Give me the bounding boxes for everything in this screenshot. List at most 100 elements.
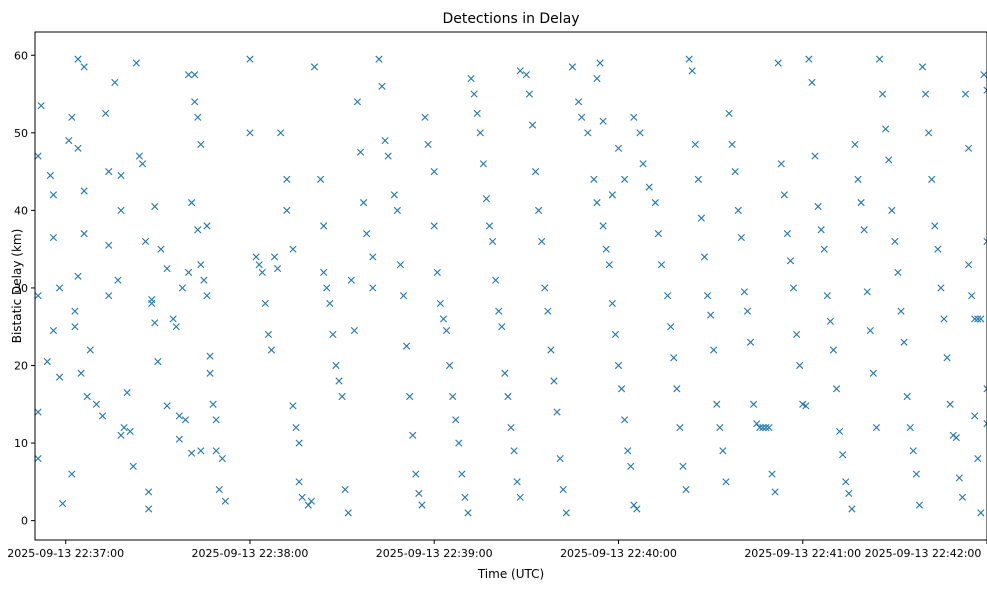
data-point — [412, 470, 420, 478]
data-point — [184, 71, 193, 79]
data-point — [274, 264, 282, 273]
data-point — [946, 400, 954, 408]
data-point — [593, 74, 601, 83]
data-point — [866, 327, 874, 335]
data-point — [114, 276, 122, 284]
data-point — [627, 462, 635, 470]
data-point — [872, 423, 881, 432]
data-point — [925, 129, 933, 137]
data-point — [129, 462, 137, 470]
data-point — [495, 307, 503, 315]
data-point — [181, 416, 190, 424]
data-point — [191, 71, 199, 79]
data-point — [891, 237, 899, 245]
data-point — [34, 454, 42, 463]
data-point — [80, 187, 88, 195]
data-point — [682, 485, 690, 494]
data-point — [317, 175, 325, 183]
data-point — [759, 423, 767, 432]
data-point — [98, 412, 107, 420]
data-point — [369, 284, 377, 292]
data-point — [780, 191, 788, 199]
x-tick-label: 2025-09-13 22:39:00 — [376, 547, 493, 560]
data-point — [154, 358, 162, 366]
data-point — [756, 423, 764, 432]
data-point — [501, 369, 509, 377]
data-point — [283, 206, 291, 214]
data-point — [544, 307, 552, 315]
data-point — [921, 90, 930, 98]
data-point — [175, 435, 183, 443]
data-point — [900, 338, 908, 346]
data-point — [145, 488, 153, 496]
data-point — [338, 392, 346, 401]
data-point — [740, 288, 748, 296]
data-point — [375, 55, 383, 63]
data-point — [203, 222, 211, 230]
data-point — [596, 59, 604, 67]
data-point — [845, 489, 853, 498]
data-point — [310, 63, 319, 71]
data-point — [289, 245, 297, 253]
data-point — [34, 292, 42, 300]
data-point — [746, 338, 755, 346]
plot-frame — [34, 31, 987, 541]
data-point — [977, 509, 985, 517]
data-point — [538, 237, 546, 245]
data-point — [774, 59, 782, 67]
data-point — [74, 272, 82, 280]
data-point — [961, 90, 970, 98]
data-point — [68, 470, 76, 478]
data-point — [630, 501, 638, 509]
data-point — [71, 307, 79, 315]
data-point — [55, 284, 64, 292]
data-point — [694, 175, 702, 183]
data-point — [261, 299, 269, 308]
data-point — [390, 191, 398, 199]
data-point — [295, 439, 303, 447]
data-point — [86, 346, 94, 354]
data-point — [80, 63, 88, 71]
data-point — [614, 361, 623, 370]
data-point — [639, 160, 647, 168]
data-point — [974, 315, 982, 323]
data-point — [934, 245, 942, 253]
data-point — [267, 346, 276, 354]
data-point — [611, 330, 620, 339]
data-point — [409, 431, 417, 439]
data-point — [854, 175, 862, 183]
data-point — [568, 63, 577, 71]
data-point — [857, 199, 865, 207]
data-point — [906, 423, 914, 432]
data-point — [516, 493, 524, 501]
data-point — [633, 505, 641, 513]
y-tick-label: 50 — [14, 127, 28, 140]
data-point — [46, 171, 54, 180]
data-point — [151, 319, 159, 327]
data-point — [172, 323, 180, 331]
data-point — [811, 152, 819, 160]
data-point — [528, 121, 537, 129]
data-point — [344, 509, 352, 517]
data-point — [507, 423, 515, 432]
data-point — [421, 113, 429, 121]
data-point — [34, 408, 42, 416]
data-point — [178, 284, 186, 292]
data-point — [977, 315, 985, 323]
data-point — [215, 485, 223, 494]
data-point — [203, 292, 211, 300]
data-point — [363, 230, 371, 238]
data-point — [786, 257, 795, 265]
data-point — [485, 222, 494, 230]
data-point — [406, 392, 414, 401]
data-point — [722, 478, 730, 486]
data-point — [608, 299, 616, 308]
data-point — [556, 454, 564, 463]
data-point — [197, 261, 205, 269]
data-point — [206, 352, 214, 360]
y-tick-label: 0 — [21, 515, 28, 528]
data-point — [212, 416, 220, 424]
data-point — [731, 168, 739, 176]
data-point — [384, 152, 392, 160]
data-point — [531, 168, 540, 176]
